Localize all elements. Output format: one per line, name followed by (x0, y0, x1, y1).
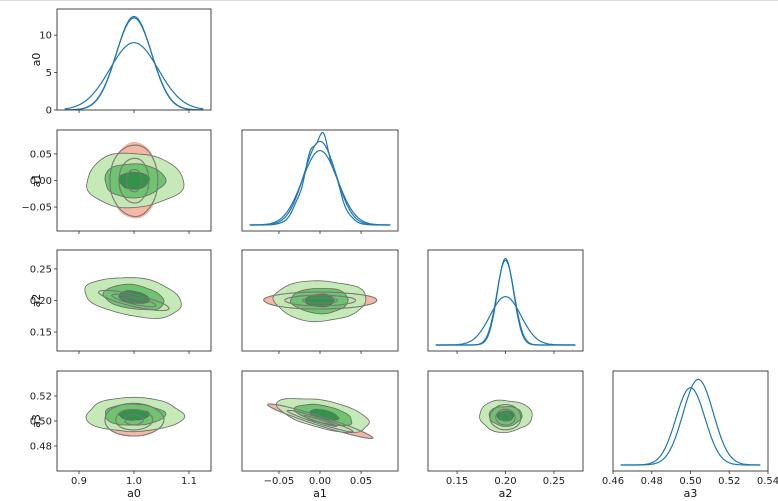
panel-frame-a1-a1 (241, 129, 399, 232)
outline-contour-level-3 (97, 289, 170, 312)
y-axis-label-a2: a2 (30, 294, 43, 308)
x-axis-label-a3: a3 (684, 487, 698, 500)
x-axis-label-a2: a2 (499, 487, 513, 500)
green-contour-level-3 (118, 171, 151, 190)
marginal-curve-a1-1 (249, 131, 391, 226)
x-tick-label-a0: 0.9 (71, 476, 87, 487)
y-axis-label-a1: a1 (30, 174, 43, 188)
y-tick-label-a1: 0.00 (30, 176, 52, 187)
marginal-curve-a3-1 (620, 387, 761, 466)
outline-contour-level-3 (489, 404, 522, 431)
outline-contour-level-1 (303, 415, 338, 428)
marginal-curve-a1-3 (249, 149, 391, 226)
x-tick-label-a3: 0.50 (679, 476, 701, 487)
marginal-curve-a0-2 (64, 17, 204, 110)
marginal-curve-a3-2 (620, 378, 761, 466)
joint-panel-a0-a1 (86, 141, 185, 219)
y-tick-label-a3: 0.50 (30, 417, 52, 428)
y-axis-label-a3: a3 (30, 414, 43, 428)
y-tick-label-a2: 0.25 (30, 264, 52, 275)
joint-panel-a0-a2 (84, 277, 182, 319)
y-tick-label-a3: 0.52 (30, 392, 52, 403)
x-axis-label-a1: a1 (313, 487, 327, 500)
x-tick-label-a2: 0.25 (543, 476, 565, 487)
marginal-curve-a1-2 (249, 140, 391, 226)
marginal-curve-a2-1 (435, 257, 576, 346)
x-tick-label-a1: −0.05 (264, 476, 295, 487)
x-tick-label-a0: 1.0 (126, 476, 142, 487)
marginal-panel-a3 (620, 378, 761, 466)
marginal-panel-a2 (435, 257, 576, 346)
outline-contour-level-2 (118, 157, 150, 204)
panel-frame-a0-a0 (56, 8, 212, 111)
x-tick-label-a2: 0.20 (494, 476, 516, 487)
y-tick-label-a1: 0.05 (30, 149, 52, 160)
joint-panel-a2-a3 (479, 399, 533, 434)
marginal-curve-a2-3 (435, 295, 576, 346)
outline-contour-level-1 (125, 168, 142, 193)
x-tick-label-a1: 0.05 (350, 476, 372, 487)
outline-contour-level-2 (495, 408, 516, 426)
x-tick-label-a3: 0.54 (757, 476, 778, 487)
y-tick-label-a2: 0.20 (30, 296, 52, 307)
outline-contour-level-3 (109, 144, 159, 218)
y-tick-label-a0: 5 (46, 68, 52, 79)
outline-contour-level-3 (263, 291, 378, 310)
top-divider (0, 0, 778, 1)
marginal-curve-a0-1 (64, 15, 204, 110)
marginal-panel-a1 (249, 131, 391, 226)
joint-panel-a1-a3 (267, 398, 374, 440)
outline-contour-level-2 (111, 293, 157, 308)
outline-contour-level-2 (286, 409, 354, 433)
x-tick-label-a0: 1.1 (181, 476, 197, 487)
y-tick-label-a2: 0.15 (30, 328, 52, 339)
green-contour-level-3 (496, 410, 515, 422)
outline-contour-level-3 (104, 402, 165, 437)
x-tick-label-a2: 0.15 (446, 476, 468, 487)
outline-contour-level-1 (124, 414, 144, 426)
outline-contour-level-1 (301, 297, 339, 304)
x-tick-label-a3: 0.52 (718, 476, 740, 487)
marginal-curve-a0-3 (64, 42, 204, 110)
x-tick-label-a3: 0.46 (602, 476, 624, 487)
x-tick-label-a3: 0.48 (641, 476, 663, 487)
joint-panel-a1-a2 (263, 280, 378, 323)
x-axis-label-a0: a0 (127, 487, 141, 500)
marginal-panel-a0 (64, 15, 204, 110)
joint-panel-a0-a3 (85, 396, 186, 437)
outline-contour-level-1 (500, 412, 511, 422)
y-axis-label-a0: a0 (30, 53, 43, 67)
y-tick-label-a3: 0.48 (30, 442, 52, 453)
outline-contour-level-2 (115, 408, 154, 431)
y-tick-label-a0: 0 (46, 106, 52, 117)
outline-contour-level-3 (267, 403, 374, 440)
outline-contour-level-2 (284, 294, 357, 307)
marginal-curve-a2-2 (435, 259, 576, 346)
panel-frame-a3-a3 (612, 370, 769, 472)
y-tick-label-a1: −0.05 (21, 203, 52, 214)
panel-frame-a2-a2 (427, 249, 584, 352)
outline-contour-level-1 (122, 296, 146, 305)
y-tick-label-a0: 10 (39, 31, 52, 42)
x-tick-label-a1: 0.00 (309, 476, 331, 487)
